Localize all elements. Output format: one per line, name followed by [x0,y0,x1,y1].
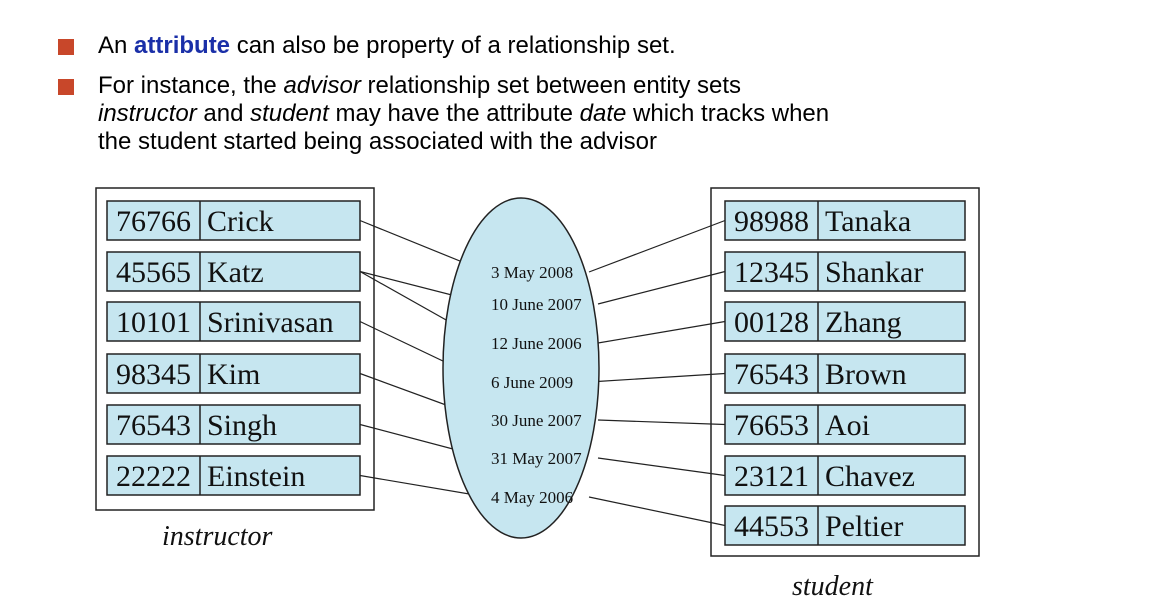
date-label: 3 May 2008 [491,263,573,282]
date-student-link [588,496,726,527]
bullet-2-line-2: instructor and student may have the attr… [98,100,830,127]
keyword-attribute: attribute [134,32,231,59]
student-rows: 98988 Tanaka 12345 Shankar 00128 Zhang 76543 Br… [724,200,966,546]
bullet-2-text: For instance, the advisor relationship s… [98,72,829,156]
instructor-row: 45565 Katz [106,251,361,292]
bullet-square-icon [58,79,74,95]
student-row: 76543 Brown [724,353,966,394]
instructor-id: 10101 [116,306,191,339]
instructor-id: 76543 [116,409,191,442]
student-label: student [792,571,874,602]
student-cell [724,455,966,496]
bullet-1-text: An attribute can also be property of a r… [98,32,676,60]
student-id: 76653 [734,409,809,442]
student-cell [724,200,966,241]
student-row: 12345 Shankar [724,251,966,292]
student-name: Peltier [825,510,903,543]
bullet-2-line-3: the student started being associated wit… [98,128,658,155]
student-row: 76653 Aoi [724,404,966,445]
student-row: 00128 Zhang [724,301,966,342]
date-student-link [597,270,726,305]
student-name: Shankar [825,256,923,289]
student-id: 44553 [734,510,809,543]
instructor-row: 98345 Kim [106,353,361,394]
instructor-date-link [359,474,488,498]
student-cell [724,251,966,292]
bullet-square-icon [58,39,74,55]
instructor-name: Kim [207,358,260,391]
instructor-id: 22222 [116,460,191,493]
student-cell [724,301,966,342]
instructor-id: 98345 [116,358,191,391]
student-id: 23121 [734,460,809,493]
bullet-1-post: can also be property of a relationship s… [230,32,676,59]
instructor-name: Srinivasan [207,306,334,339]
date-student-link [597,419,726,426]
date-label: 30 June 2007 [491,411,582,430]
instructor-cell [106,301,361,342]
instructor-row: 22222 Einstein [106,455,361,496]
student-name: Chavez [825,460,915,493]
instructor-rows: 76766 Crick 45565 Katz 10101 Srinivasan 98345 K… [106,200,361,496]
instructor-row: 76543 Singh [106,404,361,445]
relationship-ellipse [442,197,600,539]
bullet-1: An attribute can also be property of a r… [58,32,676,60]
date-student-link [597,457,726,477]
student-id: 00128 [734,306,809,339]
date-label: 6 June 2009 [491,373,573,392]
student-cell [724,353,966,394]
instructor-id: 76766 [116,205,191,238]
bullet-2-line-1: For instance, the advisor relationship s… [98,72,742,99]
student-name: Aoi [825,409,870,442]
instructor-cell [106,251,361,292]
instructor-cell [106,455,361,496]
date-label: 10 June 2007 [491,295,582,314]
date-label: 31 May 2007 [491,449,582,468]
student-row: 44553 Peltier [724,505,966,546]
instructor-row: 10101 Srinivasan [106,301,361,342]
instructor-name: Crick [207,205,274,238]
student-id: 76543 [734,358,809,391]
student-name: Zhang [825,306,902,339]
dates: 3 May 2008 10 June 2007 12 June 2006 6 June… [491,263,582,507]
instructor-cell [106,404,361,445]
instructor-cell [106,353,361,394]
student-row: 23121 Chavez [724,455,966,496]
date-label: 12 June 2006 [491,334,582,353]
instructor-cell [106,200,361,241]
student-id: 12345 [734,256,809,289]
bullet-1-pre: An [98,32,135,59]
date-label: 4 May 2006 [491,488,573,507]
date-student-link [588,219,726,273]
student-cell [724,505,966,546]
date-student-link [597,320,726,344]
instructor-name: Singh [207,409,277,442]
student-id: 98988 [734,205,809,238]
student-name: Tanaka [825,205,911,238]
student-cell [724,404,966,445]
instructor-id: 45565 [116,256,191,289]
instructor-name: Einstein [207,460,305,493]
instructor-label: instructor [162,521,273,552]
bullet-2: For instance, the advisor relationship s… [58,72,829,156]
student-name: Brown [825,358,907,391]
instructor-name: Katz [207,256,264,289]
date-student-link [588,372,726,383]
student-row: 98988 Tanaka [724,200,966,241]
instructor-row: 76766 Crick [106,200,361,241]
